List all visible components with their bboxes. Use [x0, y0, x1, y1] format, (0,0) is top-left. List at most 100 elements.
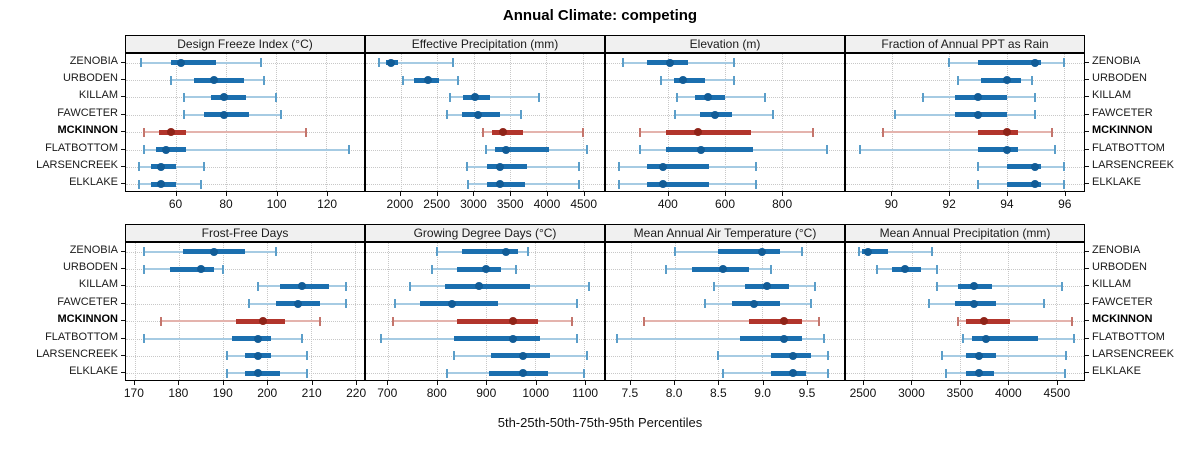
gridline-vertical: [509, 54, 511, 191]
axis-tick-mark: [891, 192, 893, 196]
whisker-cap-low: [675, 92, 678, 102]
axis-tick-label: 9.0: [754, 386, 771, 400]
site-label-right-zenobia: ZENOBIA: [1092, 54, 1141, 67]
axis-tick-mark: [267, 381, 269, 385]
row-tick-right: [1085, 372, 1089, 374]
axis-tick-label: 90: [884, 197, 898, 211]
row-tick-left: [121, 268, 125, 270]
panel-axis-effective-precipitation-mm: 2000 2500 3000 3500 4000 4500: [365, 192, 605, 216]
median-dot: [219, 93, 228, 102]
median-dot: [167, 128, 176, 137]
whisker-cap-high: [576, 334, 578, 344]
panel-strip-label: Growing Degree Days (°C): [413, 226, 557, 240]
median-dot: [482, 265, 491, 274]
whisker-cap-low: [674, 110, 677, 120]
median-dot: [1002, 76, 1011, 85]
whisker-iqr-bar: [771, 370, 807, 376]
median-dot: [254, 369, 263, 378]
row-tick-right: [1085, 79, 1089, 81]
median-dot: [789, 351, 798, 360]
gridline-vertical: [134, 243, 136, 380]
whisker-cap-low: [957, 316, 960, 326]
site-label-right-elklake: ELKLAKE: [1092, 176, 1141, 189]
gridline-vertical: [311, 243, 313, 380]
whisker-cap-high: [457, 75, 460, 85]
whisker-iqr-bar: [486, 164, 527, 170]
whisker-iqr-bar: [171, 60, 217, 66]
axis-tick-mark: [862, 381, 864, 385]
whisker-cap-high: [1042, 299, 1045, 309]
whisker-cap-high: [935, 264, 938, 274]
gridline-vertical: [1006, 54, 1008, 191]
row-tick-right: [1085, 131, 1089, 133]
axis-tick-label: 210: [301, 386, 322, 400]
panel-strip-elevation-m: Elevation (m): [605, 35, 845, 53]
gridline-vertical: [226, 54, 228, 191]
axis-tick-label: 60: [168, 197, 183, 211]
whisker-range-line: [617, 337, 824, 340]
gridline-horizontal: [126, 166, 364, 168]
gridline-vertical: [1063, 54, 1065, 191]
median-dot: [658, 180, 667, 189]
whisker-cap-low: [935, 281, 938, 291]
gridline-vertical: [546, 54, 548, 191]
row-tick-right: [1085, 96, 1089, 98]
site-label-right-fawceter: FAWCETER: [1092, 106, 1153, 119]
whisker-cap-low: [142, 127, 145, 137]
whisker-cap-low: [453, 351, 456, 361]
row-tick-left: [121, 113, 125, 115]
axis-tick-mark: [276, 192, 278, 196]
gridline-vertical: [949, 54, 951, 191]
median-dot: [975, 369, 984, 378]
whisker-cap-high: [519, 110, 522, 120]
whisker-cap-low: [142, 334, 145, 344]
gridline-vertical: [326, 54, 328, 191]
panel-strip-label: Frost-Free Days: [201, 226, 289, 240]
median-dot: [293, 299, 302, 308]
whisker-cap-high: [345, 281, 348, 291]
whisker-cap-high: [305, 351, 308, 361]
row-tick-right: [1085, 268, 1089, 270]
median-dot: [694, 128, 703, 137]
axis-tick-mark: [782, 192, 784, 196]
whisker-iqr-bar: [454, 336, 541, 342]
gridline-vertical: [584, 243, 586, 380]
row-tick-left: [121, 183, 125, 185]
axis-tick-label: 80: [219, 197, 233, 211]
whisker-cap-high: [772, 110, 775, 120]
axis-tick-mark: [585, 381, 587, 385]
whisker-cap-high: [811, 127, 814, 137]
whisker-cap-high: [576, 299, 578, 309]
whisker-cap-high: [1062, 58, 1065, 68]
median-dot: [970, 299, 979, 308]
whisker-iqr-bar: [211, 94, 247, 100]
row-tick-right: [1085, 285, 1089, 287]
site-label-left-mckinnon: MCKINNON: [57, 124, 119, 137]
axis-tick-label: 120: [317, 197, 338, 211]
axis-tick-label: 700: [377, 386, 398, 400]
panel-strip-label: Design Freeze Index (°C): [177, 37, 313, 51]
whisker-cap-low: [713, 281, 716, 291]
whisker-cap-low: [717, 351, 720, 361]
axis-tick-label: 96: [1058, 197, 1072, 211]
whisker-iqr-bar: [740, 336, 802, 342]
site-label-left-flatbottom: FLATBOTTOM: [45, 141, 118, 154]
median-dot: [979, 317, 988, 326]
whisker-iqr-bar: [977, 60, 1041, 66]
chart-title: Annual Climate: competing: [502, 7, 698, 24]
whisker-cap-high: [1063, 368, 1066, 378]
whisker-range-line: [143, 131, 307, 134]
whisker-cap-high: [732, 75, 735, 85]
whisker-range-line: [450, 96, 540, 99]
whisker-iqr-bar: [245, 370, 281, 376]
median-dot: [495, 162, 504, 171]
whisker-range-line: [643, 320, 820, 323]
axis-tick-mark: [583, 192, 585, 196]
gridline-vertical: [535, 243, 537, 380]
whisker-cap-low: [140, 58, 143, 68]
site-label-right-elklake: ELKLAKE: [1092, 365, 1141, 378]
gridline-horizontal: [366, 80, 604, 82]
gridline-vertical: [668, 54, 670, 191]
median-dot: [157, 162, 166, 171]
row-tick-left: [121, 148, 125, 150]
